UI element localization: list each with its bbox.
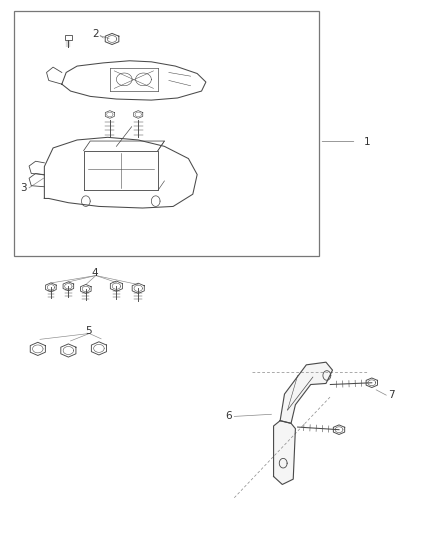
- Text: 1: 1: [364, 136, 371, 147]
- Polygon shape: [280, 362, 332, 423]
- Text: 3: 3: [20, 183, 27, 193]
- Polygon shape: [274, 421, 295, 484]
- Text: 7: 7: [388, 390, 395, 400]
- Text: 5: 5: [85, 326, 92, 336]
- Text: 6: 6: [226, 411, 232, 422]
- Text: 4: 4: [91, 269, 98, 278]
- Text: 2: 2: [92, 29, 99, 39]
- Bar: [14, 11, 319, 256]
- Bar: [65, 35, 72, 41]
